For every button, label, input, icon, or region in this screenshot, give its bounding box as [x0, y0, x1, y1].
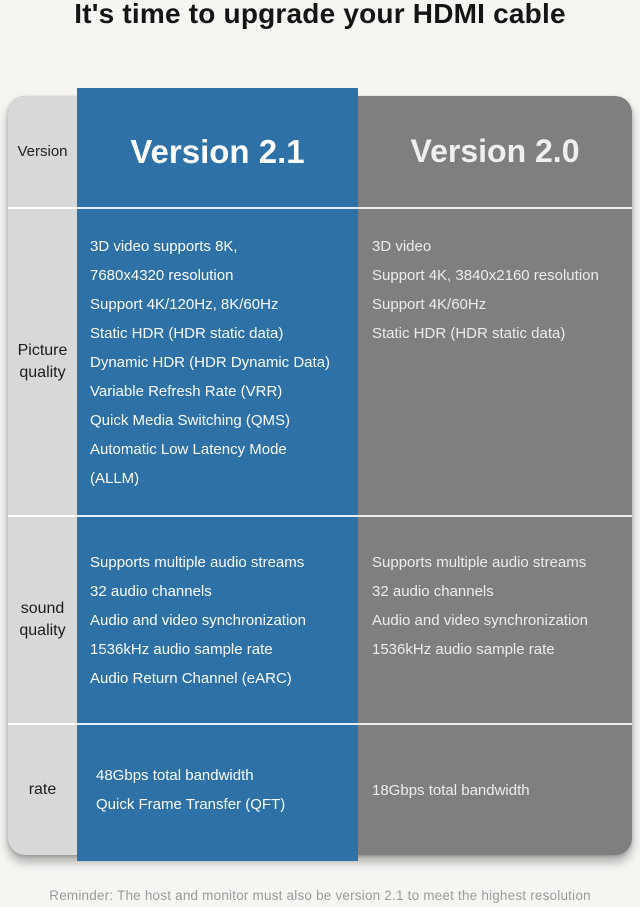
- text-line: 1536kHz audio sample rate: [372, 641, 555, 658]
- picture-quality-label: Picture quality: [8, 209, 77, 515]
- text-line: 7680x4320 resolution: [90, 266, 234, 284]
- text-line: Picture: [17, 342, 68, 359]
- rate-v20-features: 18Gbps total bandwidth: [358, 725, 632, 855]
- table-row-sound-quality: sound quality Supports multiple audio str…: [8, 517, 632, 725]
- sound-quality-v21-features: Supports multiple audio streams 32 audio …: [77, 517, 358, 723]
- text-line: rate: [28, 781, 57, 798]
- text-line: Variable Refresh Rate (VRR): [90, 382, 283, 400]
- text-line: Support 4K, 3840x2160 resolution: [372, 267, 599, 284]
- picture-quality-v21-features: 3D video supports 8K, 7680x4320 resolutio…: [77, 209, 358, 515]
- text-line: Supports multiple audio streams: [90, 553, 305, 571]
- text-line: Quick Media Switching (QMS): [90, 411, 291, 429]
- text-line: 3D video supports 8K,: [90, 237, 238, 255]
- text-line: 3D video: [372, 238, 432, 255]
- text-line: Supports multiple audio streams: [372, 554, 587, 571]
- text-line: Dynamic HDR (HDR Dynamic Data): [90, 353, 331, 371]
- text-line: 18Gbps total bandwidth: [372, 781, 530, 799]
- page-title: It's time to upgrade your HDMI cable: [74, 0, 566, 29]
- header-version-2-0: Version 2.0: [410, 133, 580, 169]
- sound-quality-label: sound quality: [8, 517, 77, 723]
- header-version-2-1: Version 2.1: [130, 132, 305, 170]
- text-line: Static HDR (HDR static data): [372, 325, 566, 342]
- text-line: Audio Return Channel (eARC): [90, 669, 292, 687]
- rate-label: rate: [8, 725, 77, 855]
- text-line: 1536kHz audio sample rate: [90, 640, 273, 658]
- text-line: Audio and video synchronization: [372, 612, 588, 629]
- text-line: quality: [19, 622, 66, 639]
- version-2-1-column-highlight: [77, 88, 358, 861]
- text-line: sound: [20, 600, 65, 617]
- table-row-rate: rate 48Gbps total bandwidth Quick Frame T…: [8, 725, 632, 855]
- table-row-picture-quality: Picture quality 3D video supports 8K, 7680…: [8, 209, 632, 517]
- text-line: Automatic Low Latency Mode: [90, 440, 287, 458]
- feature-label-column-background: [8, 96, 77, 855]
- text-line: Quick Frame Transfer (QFT): [96, 796, 286, 813]
- text-line: quality: [19, 364, 66, 381]
- text-line: 32 audio channels: [90, 582, 212, 600]
- text-line: Support 4K/60Hz: [372, 296, 487, 313]
- text-line: Static HDR (HDR static data): [90, 324, 284, 342]
- text-line: (ALLM): [90, 469, 140, 487]
- rate-v21-features: 48Gbps total bandwidth Quick Frame Transf…: [77, 725, 358, 855]
- comparison-table: Version Version 2.1 Version 2.0 Picture q…: [8, 88, 632, 861]
- table-row-header: Version Version 2.1 Version 2.0: [8, 96, 632, 209]
- sound-quality-v20-features: Supports multiple audio streams 32 audio …: [358, 517, 632, 723]
- text-line: 32 audio channels: [372, 583, 494, 600]
- text-line: 48Gbps total bandwidth: [96, 767, 254, 784]
- table-grid: Version Version 2.1 Version 2.0 Picture q…: [8, 96, 632, 855]
- header-feature-label: Version: [17, 142, 68, 160]
- text-line: Audio and video synchronization: [90, 611, 306, 629]
- text-line: Support 4K/120Hz, 8K/60Hz: [90, 295, 279, 313]
- picture-quality-v20-features: 3D video Support 4K, 3840x2160 resolution…: [358, 209, 632, 515]
- reminder-note: Reminder: The host and monitor must also…: [49, 888, 591, 903]
